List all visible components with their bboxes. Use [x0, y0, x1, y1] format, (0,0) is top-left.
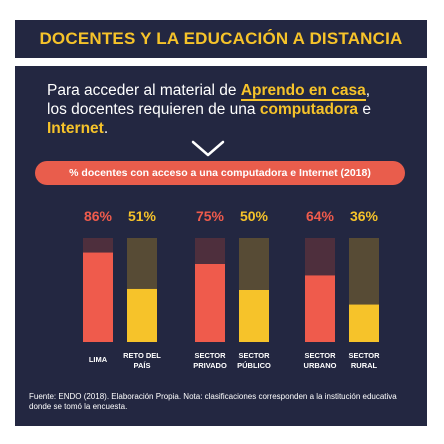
- chevron-down-icon: [191, 140, 225, 157]
- bar: [305, 275, 335, 342]
- intro-part3: los docentes requieren de una: [47, 101, 260, 118]
- intro-part2: ,: [365, 82, 371, 99]
- intro-part5: .: [103, 120, 109, 137]
- category-label: SECTOR: [304, 351, 336, 360]
- category-label: SECTOR: [194, 351, 226, 360]
- bar: [83, 252, 113, 342]
- title-bar: DOCENTES Y LA EDUCACIÓN A DISTANCIA: [15, 20, 427, 58]
- category-label: SECTOR: [238, 351, 270, 360]
- bar: [349, 304, 379, 342]
- category-label: PAÍS: [134, 361, 151, 370]
- category-label: LIMA: [89, 355, 108, 364]
- value-label: 86%: [84, 208, 113, 224]
- bar: [239, 290, 269, 342]
- category-label: RETO DEL: [123, 351, 161, 360]
- intro-highlight-aprendo: Aprendo en casa: [240, 82, 366, 101]
- value-label: 51%: [128, 208, 157, 224]
- category-label: RURAL: [351, 361, 378, 370]
- chart-title: % docentes con acceso a una computadora …: [69, 167, 371, 179]
- category-label: PRIVADO: [193, 361, 227, 370]
- main-panel: Para acceder al material de Aprendo en c…: [15, 66, 427, 426]
- category-label: URBANO: [304, 361, 337, 370]
- intro-highlight-computadora: computadora: [259, 101, 359, 118]
- value-label: 36%: [350, 208, 379, 224]
- intro-highlight-internet: Internet: [47, 120, 104, 137]
- intro-part1: Para acceder al material de: [47, 82, 241, 99]
- bar: [127, 288, 157, 342]
- page-title: DOCENTES Y LA EDUCACIÓN A DISTANCIA: [39, 29, 403, 48]
- intro-part4: e: [358, 101, 371, 118]
- category-label: SECTOR: [348, 351, 380, 360]
- value-label: 50%: [240, 208, 269, 224]
- chart-title-pill: % docentes con acceso a una computadora …: [35, 161, 405, 185]
- value-label: 75%: [196, 208, 225, 224]
- category-label: PÚBLICO: [237, 361, 271, 370]
- bar: [195, 264, 225, 342]
- intro-text: Para acceder al material de Aprendo en c…: [47, 81, 407, 138]
- value-label: 64%: [306, 208, 335, 224]
- source-note: Fuente: ENDO (2018). Elaboración Propia.…: [29, 392, 397, 411]
